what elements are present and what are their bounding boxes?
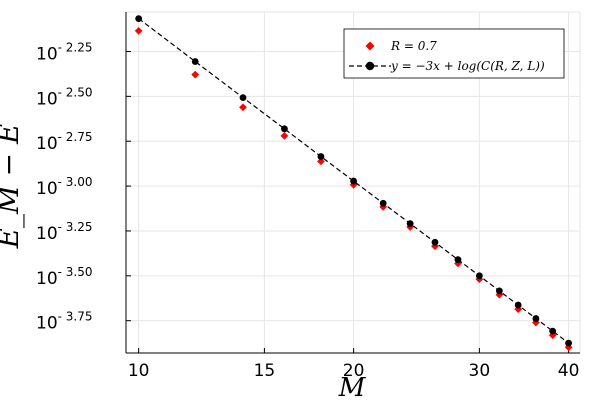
y-tick-label: 10- 2.75 <box>36 130 93 154</box>
data-point <box>454 256 462 264</box>
x-axis-title: M <box>338 373 367 400</box>
data-point <box>281 125 288 133</box>
data-point <box>134 26 143 35</box>
data-point <box>379 199 387 207</box>
data-point <box>532 315 540 322</box>
x-tick-label: 30 <box>469 361 491 381</box>
data-point <box>548 331 557 340</box>
y-tick-label: 10- 2.50 <box>36 85 93 109</box>
data-point <box>316 157 325 166</box>
y-tick-label: 10- 2.25 <box>36 40 93 64</box>
data-point <box>406 220 414 227</box>
data-point <box>280 131 289 140</box>
y-tick-label: 10- 3.00 <box>36 175 93 199</box>
x-tick-label: 15 <box>254 361 276 381</box>
legend-marker <box>365 41 375 51</box>
data-point <box>135 15 143 23</box>
series-line <box>138 18 569 344</box>
data-point <box>239 94 247 102</box>
data-point <box>565 339 572 347</box>
data-point <box>514 305 523 314</box>
tick-labels: 10 15 20 30 40 10- 2.25 10- 2.50 10- 2.75 10- 3.… <box>36 40 579 381</box>
legend-box <box>343 28 565 79</box>
data-point <box>239 103 247 112</box>
data-point <box>191 70 200 79</box>
data-point <box>549 327 557 335</box>
legend-entries: R = 0.7 y = −3x + log(C(R, Z, L)) <box>349 39 545 73</box>
data-point <box>317 153 325 160</box>
legend-label: y = −3x + log(C(R, Z, L)) <box>390 59 545 73</box>
legend: R = 0.7 y = −3x + log(C(R, Z, L)) <box>343 28 565 79</box>
data-point <box>350 177 358 185</box>
data-point <box>531 318 540 327</box>
y-tick-label: 10- 3.50 <box>36 265 93 289</box>
legend-entry-1: R = 0.7 <box>365 39 437 53</box>
data-point <box>514 301 522 309</box>
series-2 <box>135 15 572 347</box>
legend-marker <box>365 61 375 71</box>
legend-label: R = 0.7 <box>390 39 437 53</box>
x-tick-label: 10 <box>128 361 150 381</box>
series <box>134 15 573 352</box>
y-axis-title: E_M − E <box>0 124 25 250</box>
x-tick-label: 20 <box>343 361 365 381</box>
legend-entry-2: y = −3x + log(C(R, Z, L)) <box>349 59 545 73</box>
data-point <box>475 272 483 280</box>
y-tick-label: 10- 3.75 <box>36 310 93 334</box>
data-point <box>431 238 439 246</box>
data-point <box>495 287 503 295</box>
data-point <box>191 58 199 65</box>
y-tick-label: 10- 3.25 <box>36 220 93 244</box>
axes <box>125 11 581 354</box>
x-tick-label: 40 <box>558 361 580 381</box>
